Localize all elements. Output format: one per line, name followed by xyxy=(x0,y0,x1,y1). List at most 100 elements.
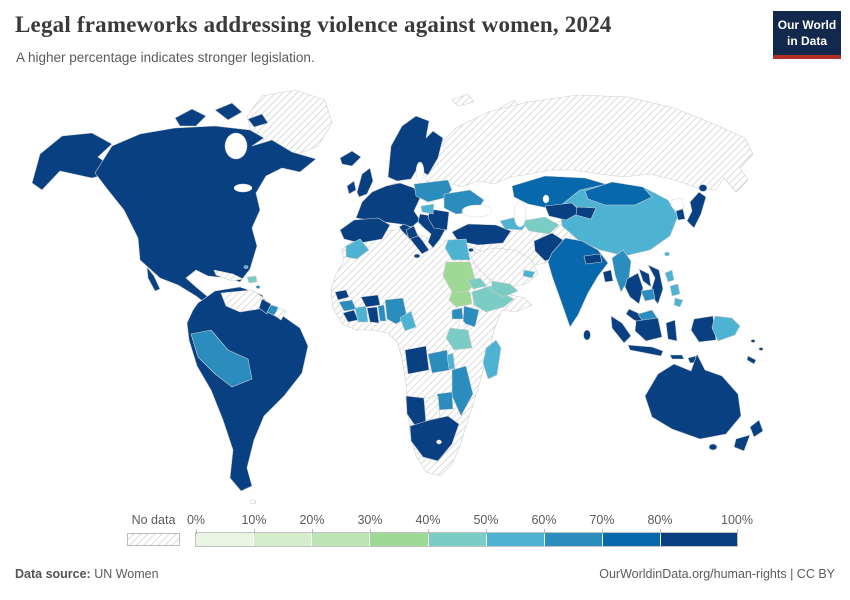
legend-tick-label: 80% xyxy=(647,513,673,527)
lesser-sunda-region[interactable] xyxy=(669,354,685,360)
legend-no-data[interactable]: No data xyxy=(127,513,180,546)
legend-tick-label: 30% xyxy=(357,513,383,527)
legend-bin-0-10%[interactable] xyxy=(196,533,255,546)
sumatra-region[interactable] xyxy=(610,315,632,344)
papua-new-guinea-region[interactable] xyxy=(711,315,741,342)
zambia-region[interactable] xyxy=(427,349,451,374)
peru-bolivia-region[interactable] xyxy=(190,329,253,388)
scandinavia-region[interactable] xyxy=(387,115,444,182)
eritrea-region[interactable] xyxy=(467,277,488,290)
baja-california-region[interactable] xyxy=(146,266,161,292)
fiji-region[interactable] xyxy=(758,347,764,351)
canadian-arctic-1-region[interactable] xyxy=(174,108,207,127)
cote-divoire-region[interactable] xyxy=(354,305,369,323)
tanzania-region[interactable] xyxy=(445,327,473,351)
canadian-arctic-3-region[interactable] xyxy=(247,113,269,128)
legend-bin-70-80%[interactable] xyxy=(602,533,662,546)
iberia-region[interactable] xyxy=(339,217,391,244)
philippines-mindanao-region[interactable] xyxy=(673,297,684,308)
cuba-region[interactable] xyxy=(213,269,244,282)
vanuatu-region[interactable] xyxy=(750,339,756,343)
arabian-peninsula-region[interactable] xyxy=(469,247,539,289)
sulawesi-region[interactable] xyxy=(665,319,678,342)
south-america-region[interactable] xyxy=(186,286,309,492)
cameroon-region[interactable] xyxy=(399,310,417,332)
java-region[interactable] xyxy=(627,344,664,357)
ghana-region[interactable] xyxy=(366,306,380,324)
legend-tick-label: 50% xyxy=(473,513,499,527)
legend-bin-20-30%[interactable] xyxy=(312,533,371,546)
united-kingdom-region[interactable] xyxy=(356,167,374,198)
india-region[interactable] xyxy=(547,237,609,328)
mozambique-region[interactable] xyxy=(451,365,474,417)
laos-region[interactable] xyxy=(638,268,652,288)
legend-bin-80-100%[interactable] xyxy=(661,533,737,546)
senegal-region[interactable] xyxy=(334,289,350,301)
uae-region[interactable] xyxy=(522,269,536,279)
kyrgyzstan-tajikistan-region[interactable] xyxy=(575,206,597,220)
tunisia-region[interactable] xyxy=(405,225,419,240)
mongolia-region[interactable] xyxy=(584,181,653,206)
borneo-indonesia-region[interactable] xyxy=(634,317,663,342)
japan-region[interactable] xyxy=(686,191,707,229)
angola-region[interactable] xyxy=(404,345,430,375)
uganda-region[interactable] xyxy=(451,307,464,320)
turkmenistan-region[interactable] xyxy=(520,216,560,235)
togo-benin-region[interactable] xyxy=(377,304,387,322)
legend-bin-10-20%[interactable] xyxy=(254,533,313,546)
nepal-region[interactable] xyxy=(583,253,603,265)
canadian-arctic-2-region[interactable] xyxy=(214,102,243,121)
falkland-islands-region[interactable] xyxy=(249,499,257,505)
morocco-region[interactable] xyxy=(345,238,370,260)
french-guiana-region[interactable] xyxy=(273,307,287,321)
venezuela-region[interactable] xyxy=(220,289,265,313)
north-america-region[interactable] xyxy=(94,125,317,328)
hokkaido-region[interactable] xyxy=(698,184,708,192)
hispaniola-region[interactable] xyxy=(246,275,258,284)
thailand-region[interactable] xyxy=(624,272,644,305)
bahamas-region[interactable] xyxy=(243,265,249,269)
trinidad-region[interactable] xyxy=(255,285,261,289)
romania-bulgaria-region[interactable] xyxy=(427,208,450,231)
west-new-guinea-region[interactable] xyxy=(690,315,717,343)
kenya-region[interactable] xyxy=(462,305,480,328)
alaska-region[interactable] xyxy=(31,132,119,191)
philippines-luzon-region[interactable] xyxy=(664,269,675,283)
sicily-region[interactable] xyxy=(413,253,421,259)
philippines-visayas-region[interactable] xyxy=(669,283,681,297)
russia-region[interactable] xyxy=(424,94,754,193)
world-map[interactable] xyxy=(0,78,850,508)
uzbekistan-region[interactable] xyxy=(544,202,582,221)
svalbard-region[interactable] xyxy=(451,93,475,107)
new-caledonia-region[interactable] xyxy=(746,355,757,365)
botswana-region[interactable] xyxy=(423,395,441,421)
taiwan-region[interactable] xyxy=(664,251,670,257)
cambodia-region[interactable] xyxy=(640,288,656,302)
sri-lanka-region[interactable] xyxy=(583,329,591,341)
yemen-region[interactable] xyxy=(490,280,519,298)
cyprus-region[interactable] xyxy=(468,247,474,253)
new-zealand-north-region[interactable] xyxy=(749,419,764,438)
australia-region[interactable] xyxy=(644,353,742,440)
madagascar-region[interactable] xyxy=(482,339,502,380)
western-europe-region[interactable] xyxy=(355,182,421,228)
tasmania-region[interactable] xyxy=(708,443,718,451)
data-source-label: Data source: xyxy=(15,567,91,581)
iceland-region[interactable] xyxy=(339,150,362,167)
south-korea-region[interactable] xyxy=(675,208,686,221)
egypt-region[interactable] xyxy=(444,238,471,261)
legend-bin-50-60%[interactable] xyxy=(486,533,545,546)
owid-logo[interactable]: Our World in Data xyxy=(773,11,841,60)
south-africa-region[interactable] xyxy=(409,415,460,462)
legend-bin-60-70%[interactable] xyxy=(544,533,603,546)
footer-link[interactable]: OurWorldinData.org/human-rights | CC BY xyxy=(599,567,835,581)
new-zealand-south-region[interactable] xyxy=(733,434,751,452)
hungary-slovakia-region[interactable] xyxy=(420,203,435,215)
south-sudan-region[interactable] xyxy=(448,291,473,308)
legend-bin-30-40%[interactable] xyxy=(370,533,429,546)
burkina-faso-region[interactable] xyxy=(360,294,381,308)
zimbabwe-region[interactable] xyxy=(436,391,454,411)
bangladesh-region[interactable] xyxy=(602,269,614,283)
legend-bin-40-50%[interactable] xyxy=(428,533,487,546)
ireland-region[interactable] xyxy=(346,180,357,195)
